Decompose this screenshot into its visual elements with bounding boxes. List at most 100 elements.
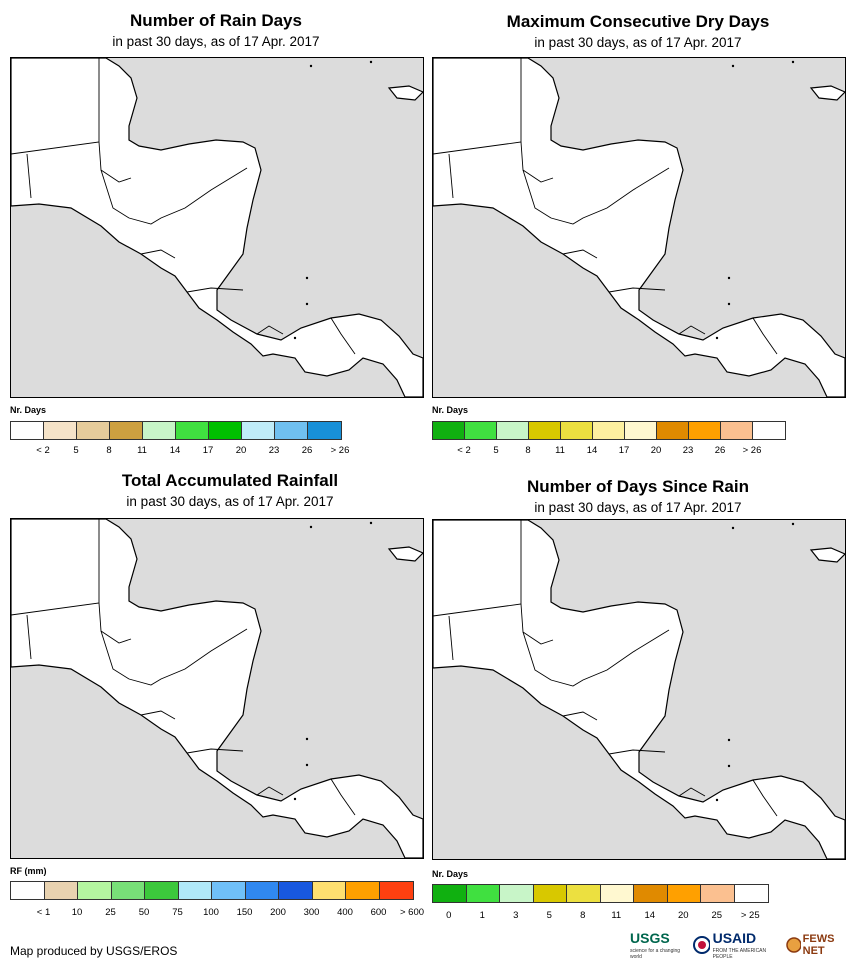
- coastline: [11, 519, 423, 858]
- max-dry-days-map: [432, 57, 846, 398]
- country-border: [330, 317, 356, 355]
- legend-tick: > 600: [399, 907, 425, 918]
- legend-swatch: [111, 882, 145, 899]
- legend-swatch: [500, 885, 534, 902]
- legend-swatch: [308, 422, 341, 439]
- legend-swatch: [567, 885, 601, 902]
- legend-swatch: [44, 422, 77, 439]
- legend-tick: 0: [446, 910, 452, 921]
- coastline: [809, 85, 845, 101]
- legend-bar: [432, 421, 786, 440]
- legend-tick: 20: [650, 445, 662, 456]
- country-border: [448, 615, 454, 661]
- map-canvas: [11, 58, 423, 397]
- legend-tick: 400: [337, 907, 353, 918]
- country-border: [26, 153, 32, 199]
- legend-swatch: [110, 422, 143, 439]
- legend-tick: 14: [169, 445, 181, 456]
- panel-subtitle: in past 30 days, as of 17 Apr. 2017: [112, 34, 320, 49]
- usaid-seal-icon: [693, 936, 710, 954]
- island-dot: [715, 798, 719, 802]
- legend-swatch: [209, 422, 242, 439]
- legend-swatch: [466, 885, 500, 902]
- legend-tick: 5: [493, 445, 499, 456]
- legend-swatch: [275, 422, 308, 439]
- island-dot: [369, 60, 373, 64]
- island-dot: [309, 64, 313, 68]
- country-border: [26, 614, 32, 660]
- country-border: [256, 325, 284, 335]
- island-dot: [305, 737, 309, 741]
- legend-swatch: [433, 885, 467, 902]
- legend-title: RF (mm): [10, 866, 47, 876]
- island-dot: [731, 526, 735, 530]
- country-border: [752, 779, 778, 817]
- usaid-logo: USAID FROM THE AMERICAN PEOPLE: [693, 930, 780, 960]
- legend-tick: 26: [301, 445, 313, 456]
- legend-swatch: [533, 885, 567, 902]
- legend-swatch: [529, 422, 561, 439]
- legend-tick: 50: [138, 907, 150, 918]
- legend-swatch: [465, 422, 497, 439]
- country-border: [140, 249, 176, 259]
- coastline: [433, 520, 845, 859]
- legend-tick: 20: [235, 445, 247, 456]
- legend-swatch: [78, 882, 112, 899]
- rain-days-map: [10, 57, 424, 398]
- country-border: [98, 141, 132, 183]
- country-border: [608, 287, 666, 293]
- legend-tick: 10: [71, 907, 83, 918]
- legend-tick: < 2: [457, 445, 471, 456]
- legend-tick: 23: [682, 445, 694, 456]
- island-dot: [727, 302, 731, 306]
- legend-tick: 26: [714, 445, 726, 456]
- legend-tick: 5: [546, 910, 552, 921]
- country-border: [100, 169, 130, 219]
- legend-swatch: [245, 882, 279, 899]
- legend-swatch: [145, 882, 179, 899]
- island-dot: [369, 521, 373, 525]
- coastline: [809, 547, 845, 563]
- legend-tick: 8: [580, 910, 586, 921]
- country-border: [128, 628, 248, 686]
- legend-swatch: [433, 422, 465, 439]
- legend-tick: 25: [105, 907, 116, 918]
- legend-swatch: [279, 882, 313, 899]
- island-dot: [293, 797, 297, 801]
- legend-swatch: [600, 885, 634, 902]
- legend-tick: 11: [555, 445, 565, 456]
- legend-tick: 75: [172, 907, 183, 918]
- legend-swatch: [657, 422, 689, 439]
- legend-tick: 8: [525, 445, 531, 456]
- country-border: [520, 603, 554, 645]
- fews-net-logo-text: FEWS NET: [802, 933, 835, 957]
- country-border: [330, 778, 356, 816]
- coastline: [11, 58, 423, 397]
- panel-title: Number of Days Since Rain: [526, 477, 749, 496]
- legend-tick: 1: [479, 910, 485, 921]
- country-border: [100, 630, 130, 680]
- legend-tick: 23: [268, 445, 280, 456]
- legend-swatch: [721, 422, 753, 439]
- country-border: [550, 167, 670, 225]
- country-border: [562, 711, 598, 721]
- legend-swatch: [312, 882, 346, 899]
- logo-strip: USGS science for a changing world USAID …: [630, 930, 854, 960]
- country-border: [186, 748, 244, 754]
- legend-tick: 17: [202, 445, 214, 456]
- days-since-rain-map: [432, 519, 846, 860]
- island-dot: [731, 64, 735, 68]
- legend-tick: 150: [236, 907, 253, 918]
- legend-tick: 200: [270, 907, 286, 918]
- island-dot: [305, 302, 309, 306]
- country-border: [522, 169, 552, 219]
- country-border: [128, 167, 248, 225]
- country-border: [550, 629, 670, 687]
- island-dot: [305, 276, 309, 280]
- country-border: [678, 325, 706, 335]
- legend-bar: [432, 884, 769, 903]
- legend-tick: > 26: [330, 445, 350, 456]
- legend-swatch: [212, 882, 246, 899]
- legend-swatch: [593, 422, 625, 439]
- coastline: [387, 546, 423, 562]
